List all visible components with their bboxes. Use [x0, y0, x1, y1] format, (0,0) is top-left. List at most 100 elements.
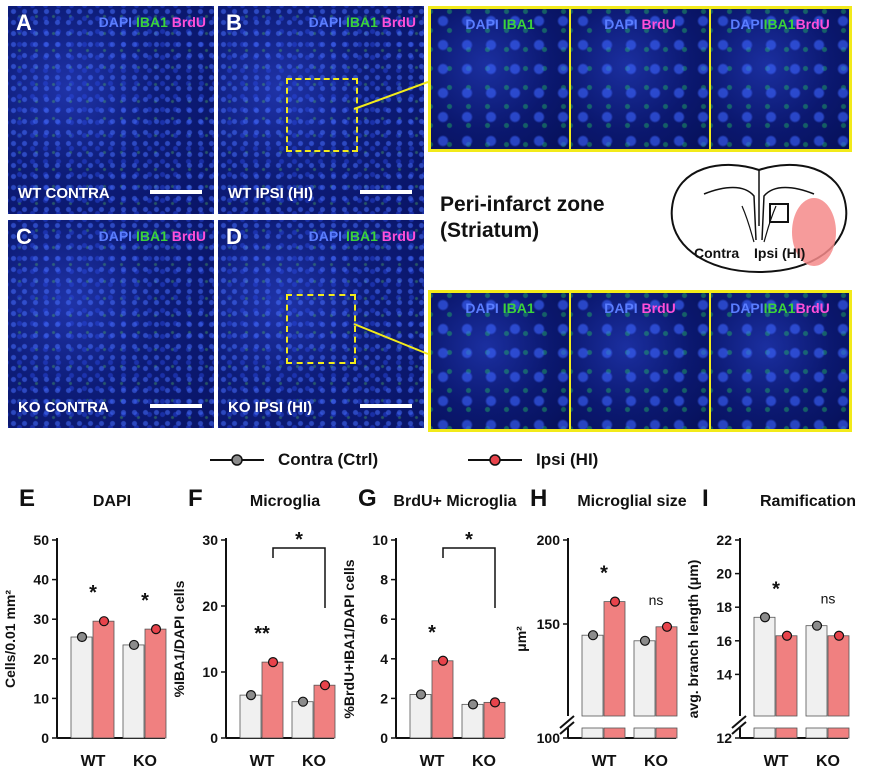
chart-title: Ramification	[760, 493, 856, 510]
panel-d-image: D DAPI IBA1 BrdU KO IPSI (HI)	[218, 220, 424, 428]
y-tick-label: 16	[716, 633, 732, 649]
bar-contra	[70, 636, 93, 739]
channel-iba1: IBA1	[135, 228, 168, 244]
zoom-cell: DAPI BrdU	[571, 9, 709, 149]
channel-brdu: BrdU	[641, 16, 676, 32]
chart-title: DAPI	[93, 493, 131, 510]
bar-ipsi	[827, 635, 850, 717]
point-contra	[245, 690, 257, 701]
channel-brdu: BrdU	[381, 228, 416, 244]
x-tick-label: WT	[81, 753, 106, 770]
axis-break-mark	[731, 721, 747, 735]
channel-dapi: DAPI	[308, 14, 343, 30]
bar-ipsi	[775, 635, 798, 717]
legend-contra-label: Contra (Ctrl)	[278, 450, 379, 469]
significance-marker: ns	[821, 591, 836, 607]
bar-contra	[291, 701, 314, 739]
bar-ipsi	[827, 727, 850, 739]
x-tick-label: KO	[644, 753, 668, 770]
scale-bar	[150, 190, 202, 194]
bar-contra	[753, 727, 776, 739]
condition-label: KO IPSI (HI)	[228, 399, 313, 416]
y-tick-label: 150	[537, 616, 561, 632]
bar-contra	[805, 727, 828, 739]
panel-letter: H	[530, 485, 547, 512]
y-tick-label: 50	[33, 532, 49, 548]
channel-brdu: BrdU	[795, 300, 830, 316]
bar-ipsi	[483, 701, 506, 739]
roi-box	[286, 294, 356, 364]
x-tick-label: KO	[133, 753, 157, 770]
point-ipsi	[609, 596, 621, 607]
point-contra	[128, 639, 140, 651]
channel-iba1: IBA1	[763, 16, 796, 32]
axis-break-mark	[731, 715, 747, 729]
roi-box	[286, 78, 358, 152]
bar-ipsi	[261, 661, 284, 739]
significance-marker: *	[600, 563, 608, 585]
panel-letter: F	[188, 485, 203, 512]
point-ipsi	[98, 616, 110, 627]
channel-dapi: DAPI	[98, 14, 133, 30]
peri-infarct-label: Peri-infarct zone (Striatum)	[440, 192, 605, 244]
channel-iba1: IBA1	[502, 16, 535, 32]
legend-contra-marker	[210, 454, 264, 466]
bar-ipsi	[92, 620, 115, 739]
x-tick-label: KO	[816, 753, 840, 770]
axis-break	[560, 716, 678, 728]
channel-dapi: DAPI	[308, 228, 343, 244]
channel-dapi: DAPI	[465, 16, 499, 32]
bar-contra	[753, 616, 776, 717]
channel-dapi: DAPI	[98, 228, 133, 244]
channel-brdu: BrdU	[171, 14, 206, 30]
x-tick-label: WT	[250, 753, 275, 770]
channel-iba1: IBA1	[345, 14, 378, 30]
significance-marker: **	[254, 623, 270, 645]
y-tick-label: 0	[380, 730, 388, 746]
point-ipsi	[319, 680, 331, 691]
y-tick-label: 200	[537, 532, 561, 548]
legend-ipsi-label: Ipsi (HI)	[536, 450, 599, 469]
scale-bar	[360, 404, 412, 408]
bar-ipsi	[313, 684, 336, 739]
point-ipsi	[437, 655, 449, 666]
y-tick-label: 0	[41, 730, 49, 746]
panel-letter: I	[702, 485, 709, 512]
y-tick-label: 18	[716, 599, 732, 615]
chart-title: Microglial size	[577, 493, 686, 510]
channel-dapi: DAPI	[465, 300, 499, 316]
y-tick-label: 10	[372, 532, 388, 548]
schematic-right-label: Ipsi (HI)	[754, 245, 805, 261]
panel-letter: G	[358, 485, 377, 512]
x-tick-label: KO	[302, 753, 326, 770]
bar-contra	[122, 644, 145, 739]
point-contra	[467, 699, 479, 710]
zoom-row-top: DAPI IBA1 DAPI BrdU DAPIIBA1BrdU	[428, 6, 852, 152]
y-tick-label: 20	[716, 566, 732, 582]
y-tick-label: 8	[380, 572, 388, 588]
bar-ipsi	[603, 727, 626, 739]
y-tick-label: 14	[716, 666, 732, 682]
bar-contra	[581, 634, 604, 717]
channel-brdu: BrdU	[641, 300, 676, 316]
brain-schematic: Contra Ipsi (HI)	[670, 163, 848, 274]
y-axis-label: Cells/0.01 mm²	[2, 590, 18, 688]
y-tick-label: 20	[202, 598, 218, 614]
significance-bracket	[442, 547, 496, 608]
bar-contra	[581, 727, 604, 739]
chart-title: BrdU+ Microglia	[393, 493, 516, 510]
channel-brdu: BrdU	[795, 16, 830, 32]
channel-brdu: BrdU	[171, 228, 206, 244]
significance-marker: *	[89, 582, 97, 604]
significance-marker: *	[141, 590, 149, 612]
point-contra	[587, 630, 599, 641]
y-tick-label: 4	[380, 651, 388, 667]
panel-letter: D	[226, 224, 242, 249]
chart-title: Microglia	[250, 493, 320, 510]
point-ipsi	[781, 630, 793, 641]
condition-label: KO CONTRA	[18, 399, 109, 416]
condition-label: WT CONTRA	[18, 185, 110, 202]
zoom-cell: DAPIIBA1BrdU	[711, 293, 849, 429]
axis-break	[732, 716, 850, 728]
zoom-row-bottom: DAPI IBA1 DAPI BrdU DAPIIBA1BrdU	[428, 290, 852, 432]
